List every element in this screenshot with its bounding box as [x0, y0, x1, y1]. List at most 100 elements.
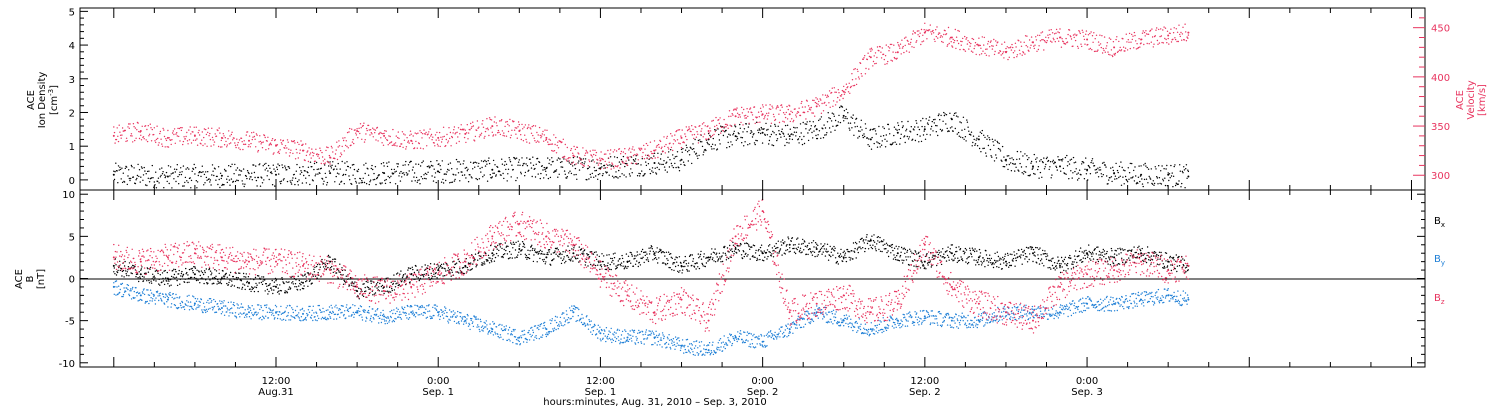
velocity-dot	[280, 139, 282, 141]
velocity-dot	[344, 144, 347, 147]
bx-dot	[959, 248, 962, 250]
ion-density-dot	[830, 120, 833, 122]
velocity-dot	[660, 147, 662, 150]
bx-dot	[199, 274, 201, 277]
velocity-dot	[157, 144, 160, 146]
ion-density-dot	[142, 179, 144, 181]
ion-density-dot	[277, 163, 279, 165]
bx-dot	[559, 253, 561, 256]
velocity-dot	[328, 161, 330, 164]
velocity-dot	[1157, 43, 1159, 45]
velocity-dot	[488, 117, 491, 119]
ion-density-dot	[219, 186, 221, 189]
ion-density-dot	[601, 174, 604, 177]
bx-dot	[511, 243, 513, 245]
velocity-dot	[776, 106, 778, 108]
velocity-dot	[480, 132, 483, 134]
ion-density-dot	[558, 173, 560, 175]
ion-density-dot	[226, 178, 228, 180]
bx-dot	[241, 288, 243, 290]
bx-dot	[1008, 266, 1010, 268]
velocity-dot	[1138, 38, 1140, 40]
velocity-dot	[404, 134, 406, 136]
bx-dot	[478, 251, 480, 254]
velocity-point	[680, 136, 683, 139]
ion-density-dot	[1179, 170, 1182, 172]
ion-density-dot	[206, 179, 208, 181]
bx-dot	[622, 265, 624, 267]
velocity-dot	[618, 148, 621, 150]
ion-density-dot	[361, 181, 364, 184]
velocity-point	[626, 156, 629, 159]
ion-density-dot	[339, 168, 341, 170]
velocity-dot	[888, 50, 890, 52]
ion-density-dot	[1009, 157, 1011, 160]
ion-density-dot	[982, 147, 984, 150]
ion-density-dot	[1050, 177, 1052, 179]
velocity-dot	[466, 124, 468, 126]
ion-density-dot	[187, 181, 189, 184]
ion-density-dot	[482, 160, 485, 163]
bx-dot	[583, 253, 585, 255]
bx-dot	[813, 251, 816, 253]
bx-dot	[521, 241, 524, 243]
bx-dot	[431, 277, 433, 279]
ion-density-dot	[635, 155, 637, 157]
bx-dot	[736, 252, 738, 254]
ion-density-dot	[394, 183, 397, 185]
ion-density-dot	[227, 175, 229, 178]
bx-dot	[640, 250, 643, 253]
ion-density-dot	[444, 173, 446, 175]
velocity-dot	[534, 140, 536, 142]
bx-dot	[655, 251, 657, 253]
bx-dot	[963, 253, 965, 255]
ion-density-dot	[539, 177, 541, 180]
velocity-dot	[1179, 33, 1181, 36]
velocity-dot	[1136, 43, 1138, 45]
ion-density-dot	[1157, 183, 1159, 185]
ion-density-dot	[305, 182, 308, 184]
ion-density-dot	[155, 171, 157, 173]
velocity-dot	[194, 139, 197, 141]
ion-density-dot	[301, 171, 303, 174]
velocity-dot	[716, 124, 718, 127]
velocity-dot	[770, 108, 772, 111]
velocity-dot	[747, 111, 750, 113]
bx-dot	[114, 273, 116, 275]
ion-density-dot	[917, 126, 919, 128]
bx-dot	[230, 285, 232, 288]
bx-dot	[997, 255, 1000, 258]
ion-density-dot	[955, 112, 957, 114]
ion-density-dot	[1073, 162, 1075, 164]
velocity-dot	[271, 139, 273, 142]
ion-density-dot	[1183, 169, 1186, 171]
ion-density-dot	[1070, 158, 1073, 160]
bx-dot	[458, 260, 460, 263]
ion-density-dot	[662, 163, 664, 166]
bx-dot	[413, 271, 416, 274]
bx-dot	[567, 256, 570, 258]
velocity-dot	[246, 131, 249, 133]
ion-density-dot	[436, 170, 439, 172]
velocity-dot	[820, 112, 823, 115]
velocity-dot	[204, 143, 206, 145]
bx-dot	[270, 287, 272, 289]
bx-dot	[995, 260, 997, 262]
bx-dot	[631, 253, 633, 256]
bx-dot	[347, 278, 350, 280]
velocity-dot	[159, 132, 161, 135]
ion-density-dot	[784, 144, 786, 147]
velocity-dot	[196, 138, 198, 140]
ion-density-dot	[664, 169, 666, 171]
velocity-dot	[487, 129, 489, 131]
velocity-dot	[678, 142, 680, 144]
bx-dot	[543, 260, 545, 263]
bx-dot	[993, 259, 996, 262]
ion-density-dot	[726, 147, 728, 149]
velocity-dot	[634, 153, 636, 156]
velocity-dot	[691, 134, 693, 136]
velocity-dot	[941, 40, 943, 43]
bx-dot	[766, 249, 769, 251]
ion-density-dot	[1003, 166, 1006, 168]
ion-density-dot	[680, 148, 683, 151]
